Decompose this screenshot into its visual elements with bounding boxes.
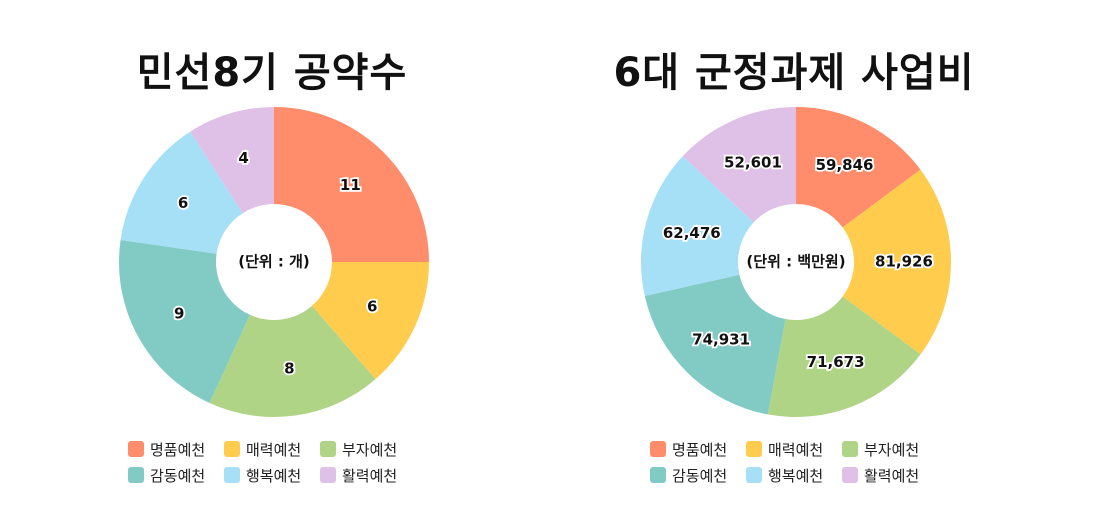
chart-title: 6대 군정과제 사업비 <box>613 50 975 96</box>
legend-item: 행복예천 <box>224 465 320 486</box>
legend-swatch <box>320 441 336 457</box>
legend-swatch <box>842 467 858 483</box>
chart-title: 민선8기 공약수 <box>136 50 408 96</box>
unit-label: (단위 : 백만원) <box>746 253 845 271</box>
legend-item: 부자예천 <box>320 439 416 460</box>
legend-row: 명품예천 매력예천 부자예천 <box>650 436 938 462</box>
pie-slice <box>842 169 951 355</box>
legend-item: 매력예천 <box>746 439 842 460</box>
legend-label: 매력예천 <box>246 440 302 459</box>
slice-value-label: 11 <box>340 176 361 194</box>
pie-slice <box>644 274 786 415</box>
legend-item: 행복예천 <box>746 465 842 486</box>
pie-slice <box>119 239 250 403</box>
slice-value-label: 52,601 <box>724 153 782 171</box>
legend-row: 명품예천 매력예천 부자예천 <box>128 436 416 462</box>
legend-swatch <box>842 441 858 457</box>
pie-slice <box>190 107 274 214</box>
legend-label: 부자예천 <box>342 440 398 459</box>
legend-item: 명품예천 <box>128 439 224 460</box>
legend-label: 매력예천 <box>768 440 824 459</box>
legend-label: 감동예천 <box>150 466 206 485</box>
legend-row: 감동예천 행복예천 활력예천 <box>128 462 416 488</box>
slice-value-label: 6 <box>178 194 188 212</box>
legend-item: 감동예천 <box>650 465 746 486</box>
pie-slice <box>641 156 754 297</box>
pie-slice <box>682 107 796 223</box>
legend-item: 매력예천 <box>224 439 320 460</box>
slice-value-label: 62,476 <box>663 224 721 242</box>
legend-item: 감동예천 <box>128 465 224 486</box>
slice-value-label: 71,673 <box>807 353 865 371</box>
pie-slice <box>120 131 243 254</box>
legend-swatch <box>746 467 762 483</box>
pie-slice <box>274 107 429 262</box>
pie-slice <box>311 262 430 380</box>
slice-value-label: 9 <box>174 304 184 322</box>
pie-slice <box>209 305 376 417</box>
legend-label: 행복예천 <box>246 466 302 485</box>
slice-value-label: 4 <box>238 149 248 167</box>
legend-item: 명품예천 <box>650 439 746 460</box>
legend-swatch <box>128 441 144 457</box>
legend-item: 활력예천 <box>842 465 938 486</box>
donut-chart-pledges: 11 6 8 9 6 4 (단위 : 개) <box>119 107 430 417</box>
chart-panel-budget: 6대 군정과제 사업비 59,846 81,926 71,673 74,931 62,4… <box>524 0 1064 522</box>
legend-label: 명품예천 <box>150 440 206 459</box>
legend-label: 행복예천 <box>768 466 824 485</box>
legend-swatch <box>224 441 240 457</box>
slice-value-label: 74,931 <box>692 330 750 348</box>
legend-label: 감동예천 <box>672 466 728 485</box>
donut-chart-budget: 59,846 81,926 71,673 74,931 62,476 52,601 (단위 … <box>641 107 951 417</box>
legend-swatch <box>650 467 666 483</box>
slice-value-label: 8 <box>284 359 294 377</box>
legend-label: 활력예천 <box>342 466 398 485</box>
legend-swatch <box>128 467 144 483</box>
legend-swatch <box>650 441 666 457</box>
slice-value-label: 59,846 <box>816 156 874 174</box>
unit-label: (단위 : 개) <box>238 253 310 271</box>
legend-label: 명품예천 <box>672 440 728 459</box>
legend-swatch <box>746 441 762 457</box>
legend-label: 부자예천 <box>864 440 920 459</box>
pie-slice <box>767 296 921 417</box>
pie-slice <box>796 107 921 228</box>
slice-value-label: 81,926 <box>875 252 933 270</box>
legend-item: 활력예천 <box>320 465 416 486</box>
legend-swatch <box>320 467 336 483</box>
legend-swatch <box>224 467 240 483</box>
legend-label: 활력예천 <box>864 466 920 485</box>
legend-item: 부자예천 <box>842 439 938 460</box>
legend-row: 감동예천 행복예천 활력예천 <box>650 462 938 488</box>
slice-value-label: 6 <box>367 297 377 315</box>
